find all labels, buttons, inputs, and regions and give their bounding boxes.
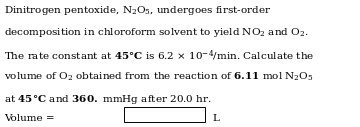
Text: The rate constant at $\mathbf{45{°}C}$ is 6.2 $\times$ 10$^{-4}$/min. Calculate : The rate constant at $\mathbf{45{°}C}$ i… [4,48,315,63]
Text: L: L [212,114,219,123]
Text: decomposition in chloroform solvent to yield $\mathrm{NO_2}$ and $\mathrm{O_2}$.: decomposition in chloroform solvent to y… [4,26,309,39]
Text: Volume =: Volume = [4,114,58,123]
Text: Dinitrogen pentoxide, $\mathrm{N_2O_5}$, undergoes first-order: Dinitrogen pentoxide, $\mathrm{N_2O_5}$,… [4,4,271,17]
FancyBboxPatch shape [124,107,205,122]
Text: at $\mathbf{45{°}C}$ and $\mathbf{360.}$ mmHg after 20.0 hr.: at $\mathbf{45{°}C}$ and $\mathbf{360.}$… [4,93,212,106]
Text: volume of $\mathrm{O_2}$ obtained from the reaction of $\mathbf{6.11}$ mol $\mat: volume of $\mathrm{O_2}$ obtained from t… [4,70,314,83]
